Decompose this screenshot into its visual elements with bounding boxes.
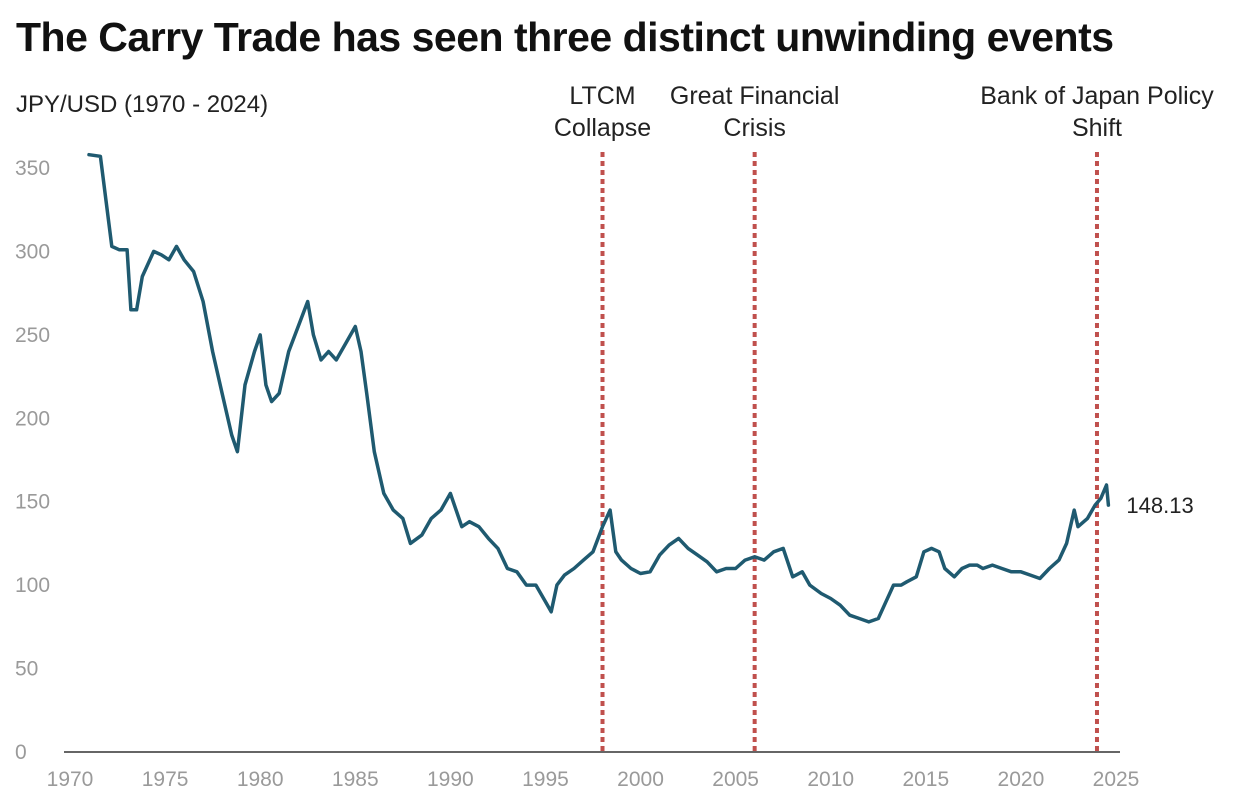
- chart-title: The Carry Trade has seen three distinct …: [16, 14, 1114, 60]
- y-tick-50: 50: [15, 658, 38, 681]
- event-label-1-line-2: Collapse: [554, 114, 651, 142]
- y-tick-350: 350: [15, 157, 50, 180]
- event-markers: LTCM Collapse Great Financial Crisis Bank of…: [554, 82, 1214, 752]
- y-tick-0: 0: [15, 741, 27, 764]
- x-tick-2015: 2015: [902, 768, 949, 791]
- y-tick-250: 250: [15, 324, 50, 347]
- x-tick-1985: 1985: [332, 768, 379, 791]
- event-label-3-line-1: Bank of Japan Policy: [980, 82, 1214, 110]
- x-tick-2010: 2010: [807, 768, 854, 791]
- event-label-2-line-1: Great Financial: [670, 82, 840, 110]
- y-tick-150: 150: [15, 491, 50, 514]
- x-tick-2000: 2000: [617, 768, 664, 791]
- x-tick-1970: 1970: [47, 768, 94, 791]
- y-axis-label: JPY/USD (1970 - 2024): [16, 91, 268, 118]
- y-tick-100: 100: [15, 574, 50, 597]
- x-tick-labels: 1970 1975 1980 1985 1990 1995 2000 2005 2010 2015…: [47, 768, 1140, 791]
- y-tick-300: 300: [15, 240, 50, 263]
- event-label-3-line-2: Shift: [1072, 114, 1122, 142]
- x-tick-1995: 1995: [522, 768, 569, 791]
- x-tick-2005: 2005: [712, 768, 759, 791]
- jpy-usd-series-line: [87, 152, 1111, 624]
- x-tick-1990: 1990: [427, 768, 474, 791]
- x-tick-1980: 1980: [237, 768, 284, 791]
- x-tick-2025: 2025: [1093, 768, 1140, 791]
- y-tick-200: 200: [15, 407, 50, 430]
- x-tick-2020: 2020: [998, 768, 1045, 791]
- x-tick-1975: 1975: [142, 768, 189, 791]
- event-label-2-line-2: Crisis: [723, 114, 786, 142]
- y-tick-labels: 0 50 100 150 200 250 300 350: [15, 157, 50, 764]
- event-label-1-line-1: LTCM: [569, 82, 635, 110]
- last-value-label: 148.13: [1126, 493, 1193, 518]
